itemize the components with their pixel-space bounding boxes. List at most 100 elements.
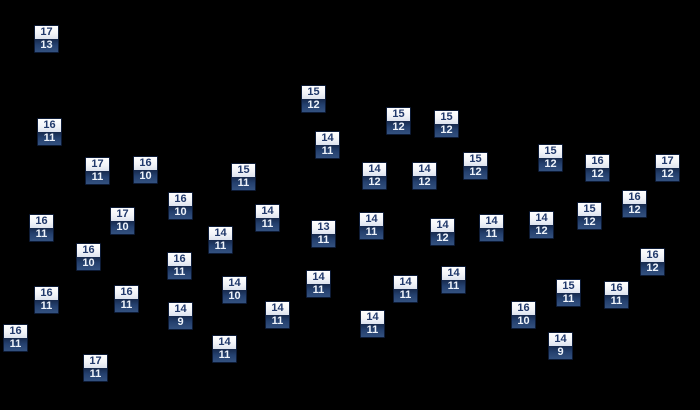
temp-badge[interactable]: 16 11 [37, 118, 62, 146]
high-temp-label: 16 [168, 253, 191, 266]
low-temp-label: 11 [360, 226, 383, 239]
temp-badge[interactable]: 17 11 [85, 157, 110, 185]
high-temp-label: 16 [169, 193, 192, 206]
high-temp-label: 14 [209, 227, 232, 240]
temp-badge[interactable]: 14 11 [441, 266, 466, 294]
temp-badge[interactable]: 15 12 [577, 202, 602, 230]
high-temp-label: 15 [557, 280, 580, 293]
temp-badge[interactable]: 15 12 [434, 110, 459, 138]
temp-badge[interactable]: 17 12 [655, 154, 680, 182]
low-temp-label: 12 [413, 176, 436, 189]
low-temp-label: 12 [641, 262, 664, 275]
high-temp-label: 15 [435, 111, 458, 124]
low-temp-label: 11 [232, 177, 255, 190]
low-temp-label: 12 [431, 232, 454, 245]
temp-badge[interactable]: 14 11 [315, 131, 340, 159]
temp-badge[interactable]: 14 11 [208, 226, 233, 254]
temp-badge[interactable]: 14 11 [479, 214, 504, 242]
temp-badge[interactable]: 16 11 [29, 214, 54, 242]
high-temp-label: 16 [30, 215, 53, 228]
low-temp-label: 9 [169, 316, 192, 329]
temp-badge[interactable]: 15 12 [538, 144, 563, 172]
temp-badge[interactable]: 15 11 [556, 279, 581, 307]
temp-badge[interactable]: 14 12 [529, 211, 554, 239]
temp-badge[interactable]: 16 10 [76, 243, 101, 271]
low-temp-label: 11 [86, 171, 109, 184]
low-temp-label: 12 [656, 168, 679, 181]
high-temp-label: 14 [213, 336, 236, 349]
high-temp-label: 14 [223, 277, 246, 290]
temp-badge[interactable]: 16 11 [34, 286, 59, 314]
high-temp-label: 15 [539, 145, 562, 158]
high-temp-label: 14 [480, 215, 503, 228]
temp-badge[interactable]: 14 11 [360, 310, 385, 338]
high-temp-label: 16 [77, 244, 100, 257]
temp-badge[interactable]: 17 11 [83, 354, 108, 382]
temp-badge[interactable]: 14 11 [265, 301, 290, 329]
temp-badge[interactable]: 15 11 [231, 163, 256, 191]
low-temp-label: 12 [539, 158, 562, 171]
low-temp-label: 11 [30, 228, 53, 241]
low-temp-label: 12 [623, 204, 646, 217]
temp-badge[interactable]: 14 11 [255, 204, 280, 232]
low-temp-label: 9 [549, 346, 572, 359]
high-temp-label: 16 [512, 302, 535, 315]
temp-badge[interactable]: 16 10 [168, 192, 193, 220]
high-temp-label: 15 [232, 164, 255, 177]
temp-badge[interactable]: 16 12 [622, 190, 647, 218]
temp-badge[interactable]: 14 11 [306, 270, 331, 298]
temp-badge[interactable]: 14 12 [430, 218, 455, 246]
low-temp-label: 11 [312, 234, 335, 247]
temp-badge[interactable]: 13 11 [311, 220, 336, 248]
low-temp-label: 10 [77, 257, 100, 270]
temp-badge[interactable]: 16 11 [114, 285, 139, 313]
low-temp-label: 12 [435, 124, 458, 137]
high-temp-label: 17 [84, 355, 107, 368]
high-temp-label: 14 [442, 267, 465, 280]
high-temp-label: 14 [363, 163, 386, 176]
temp-badge[interactable]: 15 12 [463, 152, 488, 180]
temp-badge[interactable]: 14 11 [212, 335, 237, 363]
temp-badge[interactable]: 14 11 [393, 275, 418, 303]
temp-badge[interactable]: 16 10 [133, 156, 158, 184]
high-temp-label: 13 [312, 221, 335, 234]
high-temp-label: 17 [86, 158, 109, 171]
high-temp-label: 16 [4, 325, 27, 338]
temp-badge[interactable]: 16 11 [604, 281, 629, 309]
low-temp-label: 12 [387, 121, 410, 134]
low-temp-label: 11 [256, 218, 279, 231]
temp-badge[interactable]: 16 10 [511, 301, 536, 329]
temp-badge[interactable]: 16 12 [640, 248, 665, 276]
low-temp-label: 10 [134, 170, 157, 183]
temp-badge[interactable]: 14 12 [412, 162, 437, 190]
high-temp-label: 15 [578, 203, 601, 216]
temp-badge[interactable]: 16 11 [3, 324, 28, 352]
temp-badge[interactable]: 16 12 [585, 154, 610, 182]
high-temp-label: 16 [623, 191, 646, 204]
high-temp-label: 14 [307, 271, 330, 284]
high-temp-label: 15 [302, 86, 325, 99]
temp-badge[interactable]: 15 12 [301, 85, 326, 113]
high-temp-label: 16 [605, 282, 628, 295]
high-temp-label: 14 [360, 213, 383, 226]
low-temp-label: 11 [605, 295, 628, 308]
low-temp-label: 11 [84, 368, 107, 381]
temp-badge[interactable]: 17 10 [110, 207, 135, 235]
low-temp-label: 11 [4, 338, 27, 351]
temp-badge[interactable]: 14 12 [362, 162, 387, 190]
high-temp-label: 16 [35, 287, 58, 300]
temp-badge[interactable]: 14 9 [548, 332, 573, 360]
low-temp-label: 11 [266, 315, 289, 328]
temp-badge[interactable]: 15 12 [386, 107, 411, 135]
temp-badge[interactable]: 17 13 [34, 25, 59, 53]
temp-badge[interactable]: 16 11 [167, 252, 192, 280]
low-temp-label: 10 [223, 290, 246, 303]
temp-badge[interactable]: 14 11 [359, 212, 384, 240]
low-temp-label: 11 [35, 300, 58, 313]
high-temp-label: 14 [394, 276, 417, 289]
high-temp-label: 17 [35, 26, 58, 39]
low-temp-label: 11 [209, 240, 232, 253]
temp-badge[interactable]: 14 10 [222, 276, 247, 304]
temp-badge[interactable]: 14 9 [168, 302, 193, 330]
